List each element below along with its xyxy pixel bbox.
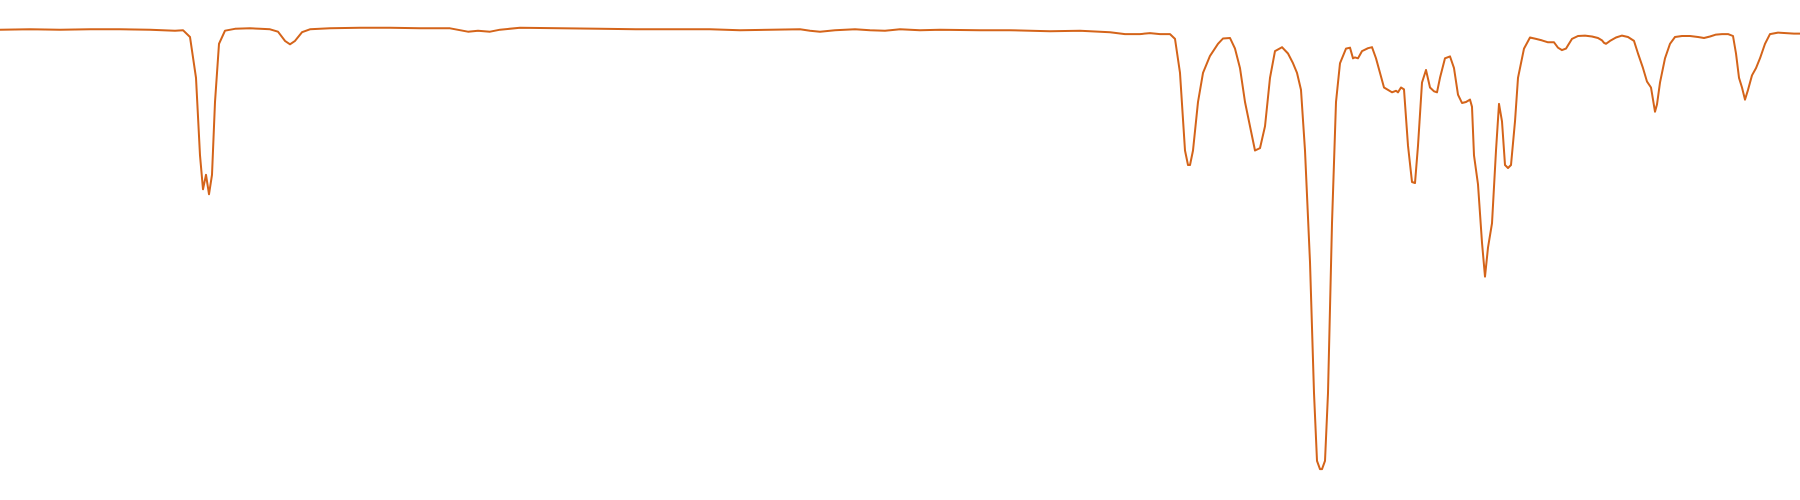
- series-line-0: [0, 26, 1800, 471]
- series-layer: [0, 26, 1800, 471]
